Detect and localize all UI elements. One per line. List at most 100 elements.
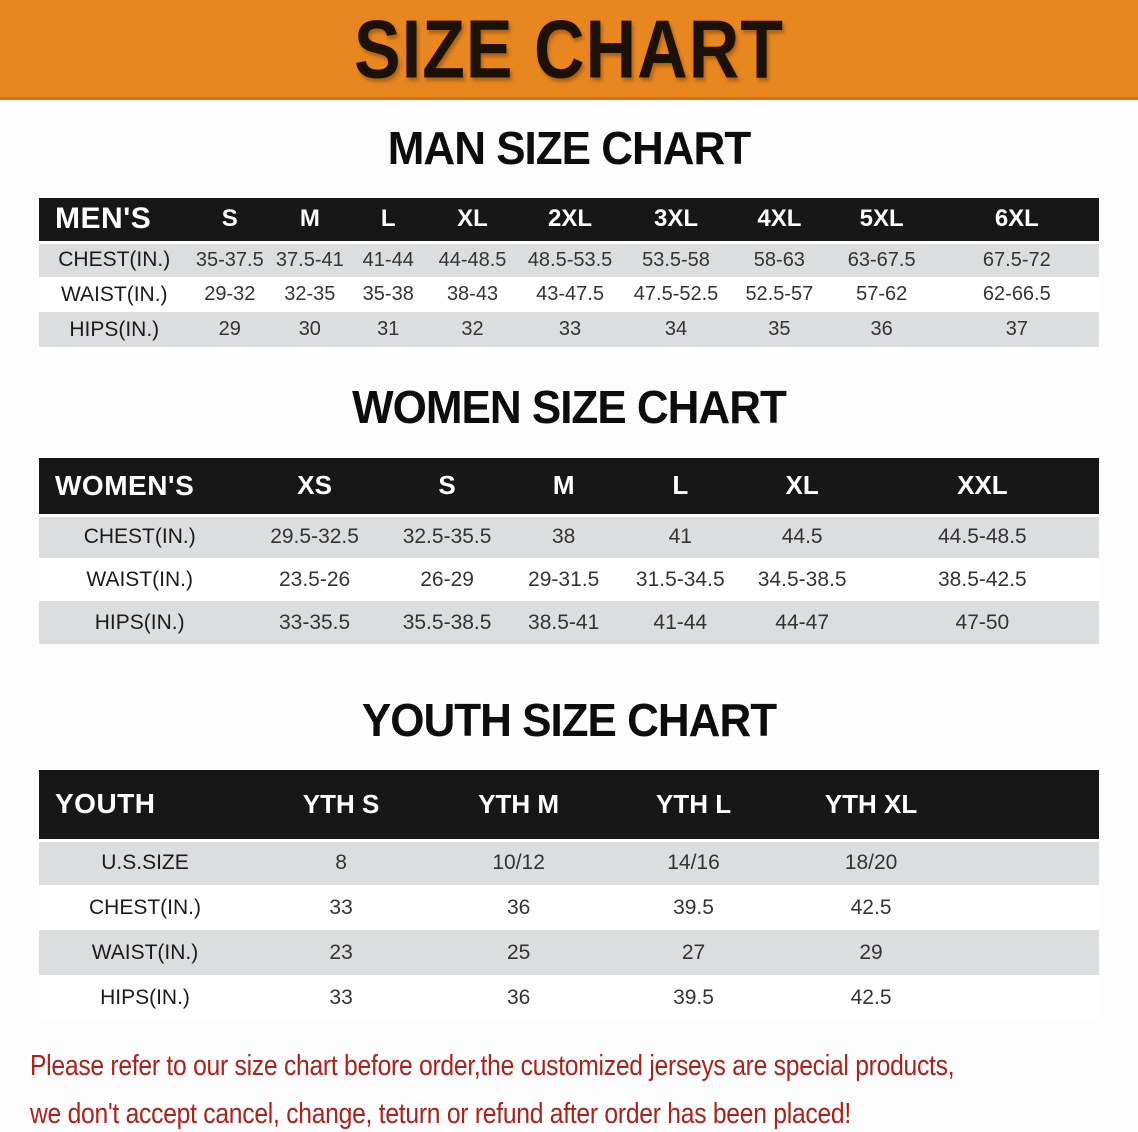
size-value: 42.5 xyxy=(850,895,892,919)
table-row: HIPS(IN.) 33 36 39.5 42.5 xyxy=(39,975,1099,1020)
size-value: 36 xyxy=(506,895,531,919)
table-row: U.S.SIZE 8 10/12 14/16 18/20 xyxy=(39,840,1099,885)
size-value: 37 xyxy=(1005,318,1028,340)
size-value: 48.5-53.5 xyxy=(527,248,613,271)
table-corner-label: YOUTH xyxy=(39,770,251,840)
footnote-line-2: we don't accept cancel, change, teturn o… xyxy=(30,1098,851,1130)
size-value: 32.5-35.5 xyxy=(402,525,492,549)
youth-size-heading: YOUTH SIZE CHART xyxy=(361,694,777,747)
table-row: WAIST(IN.) 23.5-26 26-29 29-31.5 31.5-34.5 34… xyxy=(39,558,1099,601)
size-value: 41 xyxy=(668,525,692,549)
size-value: 29-31.5 xyxy=(528,567,600,591)
row-label: HIPS(IN.) xyxy=(94,610,185,634)
row-label: WAIST(IN.) xyxy=(60,282,168,306)
table-header-row: MEN'S S M L XL 2XL 3XL 4XL 5XL 6XL xyxy=(39,198,1099,242)
table-corner-label: MEN'S xyxy=(39,198,190,242)
size-value: 39.5 xyxy=(673,895,714,919)
size-value: 35 xyxy=(768,318,791,340)
size-column-header: 6XL xyxy=(934,198,1099,242)
size-value: 23 xyxy=(329,940,353,964)
size-value: 25 xyxy=(506,940,531,964)
row-label: WAIST(IN.) xyxy=(86,567,193,591)
table-row: CHEST(IN.) 29.5-32.5 32.5-35.5 38 41 44.5 44.5… xyxy=(39,515,1099,558)
table-row: WAIST(IN.) 29-32 32-35 35-38 38-43 43-47.5 47.… xyxy=(39,277,1099,312)
size-column-header: M xyxy=(270,198,350,242)
size-value: 44-47 xyxy=(775,610,830,634)
size-column-header: YTH S xyxy=(251,770,432,840)
size-value: 33 xyxy=(329,985,353,1009)
size-value: 33 xyxy=(558,318,582,340)
row-label: HIPS(IN.) xyxy=(69,317,160,341)
size-value: 41-44 xyxy=(362,248,414,271)
women-size-heading: WOMEN SIZE CHART xyxy=(352,381,787,434)
size-value: 43-47.5 xyxy=(536,283,604,305)
size-column-header: M xyxy=(505,458,622,515)
size-column-header: YTH L xyxy=(606,770,781,840)
size-value: 67.5-72 xyxy=(982,248,1051,271)
row-label: WAIST(IN.) xyxy=(91,940,199,964)
man-size-heading: MAN SIZE CHART xyxy=(387,122,751,175)
size-value: 23.5-26 xyxy=(278,567,351,591)
table-row: CHEST(IN.) 35-37.5 37.5-41 41-44 44-48.5 48.5… xyxy=(39,242,1099,277)
size-value: 63-67.5 xyxy=(847,248,916,271)
size-value: 39.5 xyxy=(673,985,714,1009)
size-value: 62-66.5 xyxy=(982,283,1051,305)
size-value: 29-32 xyxy=(204,283,256,305)
table-row: HIPS(IN.) 29 30 31 32 33 34 35 36 37 xyxy=(39,312,1099,347)
size-value: 8 xyxy=(335,851,347,875)
size-value: 32 xyxy=(461,318,484,340)
empty-cell xyxy=(961,840,1099,885)
size-value: 44.5 xyxy=(781,525,823,549)
footnote-line-1: Please refer to our size chart before or… xyxy=(30,1050,955,1082)
size-value: 30 xyxy=(298,318,321,340)
size-value: 27 xyxy=(681,940,706,964)
mens-size-table: MEN'S S M L XL 2XL 3XL 4XL 5XL 6XL CHEST(IN.) 35-37… xyxy=(39,198,1099,347)
size-column-header: YTH M xyxy=(431,770,607,840)
row-label: U.S.SIZE xyxy=(101,851,189,875)
size-value: 29.5-32.5 xyxy=(270,525,359,549)
size-value: 38.5-41 xyxy=(528,610,600,634)
man-size-table-container: MEN'S S M L XL 2XL 3XL 4XL 5XL 6XL CHEST(IN.) 35-37… xyxy=(39,198,1099,347)
empty-header-cell xyxy=(961,770,1099,840)
table-row: HIPS(IN.) 33-35.5 35.5-38.5 38.5-41 41-44 44-… xyxy=(39,601,1099,644)
size-column-header: 4XL xyxy=(730,198,829,242)
size-value: 10/12 xyxy=(492,851,545,875)
size-value: 52.5-57 xyxy=(745,283,814,305)
women-size-table-container: WOMEN'S XS S M L XL XXL CHEST(IN.) 29.5-32.5 32.5… xyxy=(39,458,1099,644)
size-value: 31.5-34.5 xyxy=(635,567,725,591)
table-header-row: YOUTH YTH S YTH M YTH L YTH XL xyxy=(39,770,1099,840)
size-column-header: XL xyxy=(738,458,866,515)
size-column-header: S xyxy=(388,458,506,515)
womens-size-table: WOMEN'S XS S M L XL XXL CHEST(IN.) 29.5-32.5 32.5… xyxy=(39,458,1099,644)
size-value: 26-29 xyxy=(420,567,474,591)
size-value: 29 xyxy=(859,940,883,964)
size-value: 31 xyxy=(377,318,400,340)
size-value: 53.5-58 xyxy=(642,248,710,271)
footnote: Please refer to our size chart before or… xyxy=(30,1042,1138,1132)
size-value: 35-38 xyxy=(362,283,414,305)
size-column-header: XS xyxy=(240,458,389,515)
size-value: 36 xyxy=(870,318,893,340)
empty-cell xyxy=(961,885,1099,930)
size-column-header: YTH XL xyxy=(780,770,962,840)
size-value: 42.5 xyxy=(850,985,892,1009)
size-column-header: L xyxy=(349,198,427,242)
size-column-header: 5XL xyxy=(828,198,935,242)
size-column-header: L xyxy=(621,458,739,515)
row-label: CHEST(IN.) xyxy=(58,248,171,272)
empty-cell xyxy=(961,930,1099,975)
table-header-row: WOMEN'S XS S M L XL XXL xyxy=(39,458,1099,515)
size-column-header: XL xyxy=(426,198,519,242)
size-value: 29 xyxy=(218,318,241,340)
size-value: 58-63 xyxy=(753,248,805,271)
size-value: 34 xyxy=(664,318,688,340)
size-value: 32-35 xyxy=(284,283,336,305)
size-value: 33-35.5 xyxy=(278,610,351,634)
size-value: 38.5-42.5 xyxy=(938,567,1027,591)
size-value: 37.5-41 xyxy=(275,248,344,271)
size-column-header: 2XL xyxy=(518,198,622,242)
size-value: 57-62 xyxy=(856,283,908,305)
row-label: CHEST(IN.) xyxy=(89,895,201,919)
table-row: WAIST(IN.) 23 25 27 29 xyxy=(39,930,1099,975)
